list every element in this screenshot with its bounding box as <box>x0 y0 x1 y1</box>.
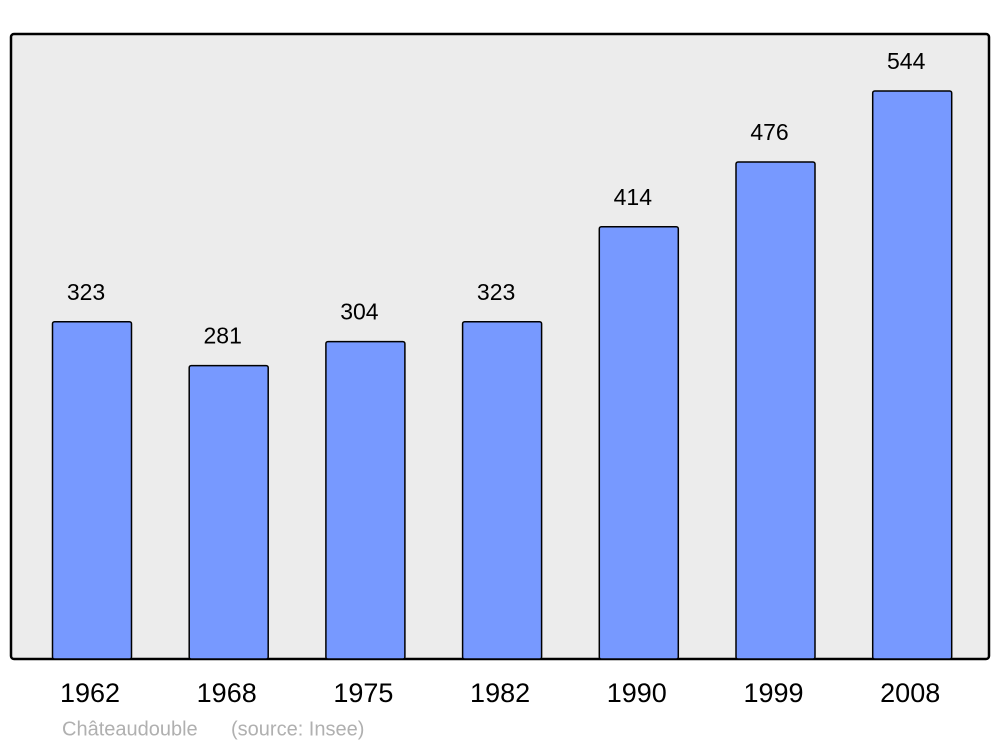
value-label: 544 <box>887 48 926 74</box>
bar <box>51 321 133 660</box>
x-tick-label: 2008 <box>880 678 940 708</box>
x-tick-label: 1982 <box>470 678 530 708</box>
x-tick-label: 1975 <box>333 678 393 708</box>
x-tick-label: 1968 <box>197 678 257 708</box>
bar <box>871 90 953 660</box>
x-tick-label: 1990 <box>607 678 667 708</box>
value-label: 281 <box>204 323 242 349</box>
x-tick-label: 1962 <box>60 678 120 708</box>
value-label: 323 <box>67 279 105 305</box>
bar <box>735 161 816 660</box>
x-tick-label: 1999 <box>743 678 803 708</box>
bar <box>188 364 269 660</box>
value-label: 323 <box>477 279 515 305</box>
bar <box>598 225 680 660</box>
value-label: 304 <box>340 299 379 325</box>
caption: Châteaudouble <box>62 718 198 740</box>
bar <box>461 321 543 660</box>
bar <box>325 340 406 660</box>
value-label: 414 <box>614 184 653 210</box>
value-label: 476 <box>750 119 788 145</box>
source: (source: Insee) <box>231 718 364 740</box>
